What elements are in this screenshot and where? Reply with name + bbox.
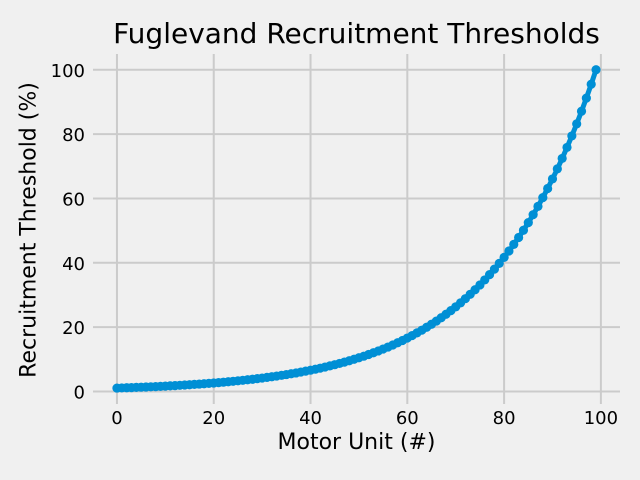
y-tick-label: 60 xyxy=(62,189,85,210)
data-point xyxy=(518,225,529,235)
x-tick-label: 40 xyxy=(299,408,322,429)
data-point xyxy=(547,174,558,184)
data-point xyxy=(581,93,591,103)
data-point xyxy=(562,142,572,153)
data-point xyxy=(543,183,553,194)
data-point xyxy=(591,65,601,75)
data-point xyxy=(509,239,519,250)
y-tick-label: 0 xyxy=(74,382,85,403)
data-point xyxy=(557,153,567,164)
data-point xyxy=(499,252,509,262)
y-tick-label: 80 xyxy=(62,125,85,146)
data-point xyxy=(567,131,577,141)
data-point xyxy=(504,246,514,256)
x-tick-label: 100 xyxy=(584,408,618,429)
data-point xyxy=(538,193,548,203)
data-point xyxy=(572,119,582,129)
x-tick-label: 0 xyxy=(111,408,122,429)
chart-title: Fuglevand Recruitment Thresholds xyxy=(113,17,600,50)
x-axis-label: Motor Unit (#) xyxy=(277,430,436,455)
data-point xyxy=(523,218,533,228)
x-tick-label: 60 xyxy=(396,408,419,429)
y-axis-label: Recruitment Threshold (%) xyxy=(16,82,42,378)
data-point xyxy=(576,106,587,116)
x-tick-label: 20 xyxy=(202,408,225,429)
y-tick-label: 100 xyxy=(51,61,85,82)
y-tick-label: 40 xyxy=(62,254,85,275)
data-point xyxy=(514,232,524,243)
x-tick-label: 80 xyxy=(493,408,516,429)
data-point xyxy=(586,79,596,89)
data-point xyxy=(528,210,538,220)
data-point xyxy=(552,164,562,174)
data-point xyxy=(533,201,543,211)
y-tick-label: 20 xyxy=(62,318,85,339)
